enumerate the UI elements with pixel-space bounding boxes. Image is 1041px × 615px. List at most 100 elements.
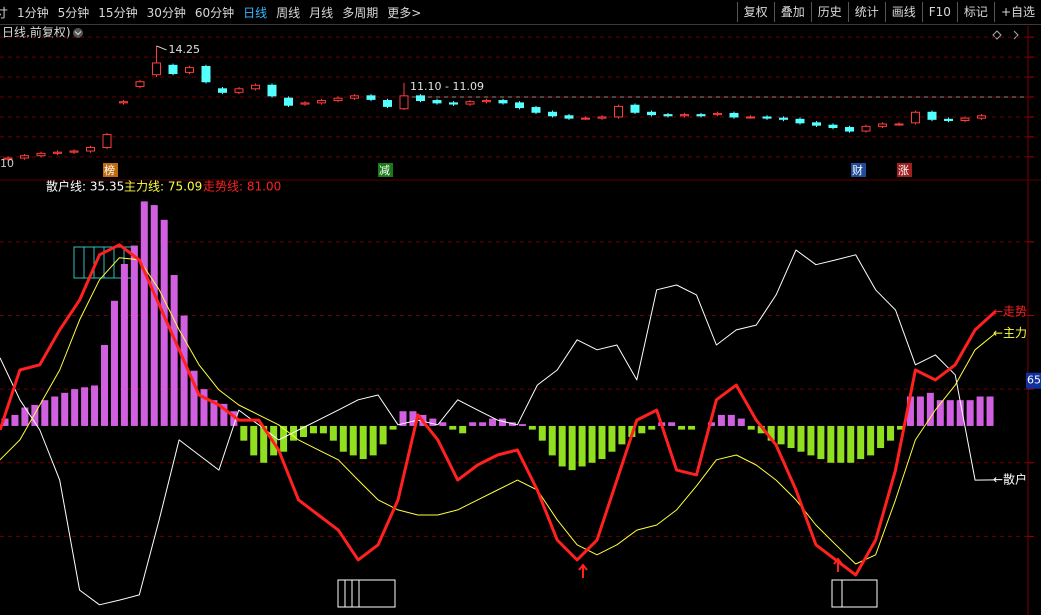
histogram-bar: [140, 201, 148, 426]
candle-body: [251, 84, 260, 90]
histogram-bar: [668, 422, 676, 426]
candle-body: [531, 107, 541, 113]
histogram-bar: [916, 396, 924, 426]
histogram-bar: [887, 425, 895, 441]
candle-body: [284, 97, 293, 106]
tool-button[interactable]: 画线: [884, 2, 922, 22]
candle-body: [713, 112, 722, 116]
histogram-bar: [230, 411, 238, 426]
histogram-bar: [867, 425, 875, 456]
candle-body: [218, 88, 227, 93]
range-label: 11.10 - 11.09: [410, 80, 484, 93]
histogram-bar: [877, 425, 885, 449]
histogram-bar: [21, 407, 29, 426]
tool-button[interactable]: +自选: [993, 2, 1041, 22]
period-tabs: 寸 1分钟 5分钟 15分钟 30分钟 60分钟 日线 周线 月线 多周期 更多>: [0, 4, 421, 21]
candle-body: [432, 100, 442, 104]
candle-body: [663, 114, 673, 117]
candle-body: [515, 102, 524, 109]
period-tab[interactable]: 5分钟: [57, 6, 90, 20]
histogram-bar: [528, 425, 536, 430]
indicator-line: [0, 249, 996, 606]
histogram-bar: [568, 425, 576, 471]
histogram-bar: [578, 425, 586, 467]
histogram-bar: [936, 400, 944, 426]
tool-button[interactable]: 历史: [810, 2, 848, 22]
histogram-bar: [459, 425, 467, 434]
candle-body: [69, 150, 79, 153]
buy-arrow: [578, 563, 588, 578]
histogram-bar: [638, 425, 646, 434]
tool-button[interactable]: 统计: [847, 2, 885, 22]
histogram-bar: [847, 425, 855, 463]
candle-body: [366, 95, 376, 100]
candle-body: [152, 62, 161, 76]
candle-body: [911, 111, 920, 124]
event-marker: 减: [379, 164, 390, 177]
histogram-bar: [807, 425, 815, 456]
histogram-bar: [41, 400, 49, 426]
histogram-bar: [469, 422, 477, 426]
histogram-bar: [727, 414, 735, 426]
histogram-bar: [857, 425, 865, 460]
period-tab[interactable]: 寸: [0, 6, 9, 20]
candle-body: [333, 97, 343, 102]
histogram-bar: [71, 389, 79, 426]
histogram-bar: [608, 425, 616, 452]
period-tab[interactable]: 1分钟: [17, 6, 49, 20]
candle-body: [779, 117, 788, 120]
period-tab[interactable]: 周线: [276, 6, 301, 20]
histogram-bar: [280, 425, 288, 452]
candle-body: [845, 127, 854, 132]
diamond-icon[interactable]: [992, 30, 1002, 40]
histogram-bar: [817, 425, 825, 460]
event-marker-bg: [897, 163, 912, 177]
candle-body: [350, 95, 359, 99]
histogram-bar: [906, 396, 914, 426]
event-marker-bg: [851, 163, 866, 177]
period-tab[interactable]: 30分钟: [146, 6, 186, 20]
period-tab[interactable]: 月线: [309, 6, 334, 20]
candle-body: [762, 116, 772, 119]
period-tab[interactable]: 日线: [243, 6, 268, 20]
histogram-bar: [329, 425, 337, 441]
tool-button[interactable]: F10: [921, 2, 957, 22]
tool-button[interactable]: 标记: [956, 2, 994, 22]
dropdown-icon[interactable]: [73, 28, 83, 38]
histogram-bar: [499, 418, 506, 426]
histogram-bar: [260, 425, 268, 463]
histogram-bar: [399, 411, 407, 426]
histogram-bar: [339, 425, 347, 452]
histogram-bar: [976, 396, 984, 426]
candle-body: [828, 124, 838, 129]
right-marker-bg: [1026, 372, 1041, 389]
candle-body: [581, 117, 590, 120]
toolbar: 寸 1分钟 5分钟 15分钟 30分钟 60分钟 日线 周线 月线 多周期 更多> 复权 叠加 历史 统计…: [0, 0, 1041, 25]
tool-button[interactable]: 叠加: [773, 2, 811, 22]
candle-body: [597, 116, 607, 119]
chevron-icon[interactable]: [1013, 30, 1019, 40]
period-tab[interactable]: 多周期: [342, 6, 379, 20]
histogram-bar: [379, 425, 387, 445]
histogram-bar: [91, 385, 99, 426]
histogram-bar: [1, 418, 9, 426]
event-marker-bg: [378, 163, 393, 177]
candle-body: [548, 111, 557, 117]
candle-body: [977, 115, 986, 119]
histogram-bar: [240, 425, 248, 441]
period-tab[interactable]: 15分钟: [98, 6, 138, 20]
histogram-bar: [150, 205, 158, 426]
period-tab[interactable]: 更多>: [387, 6, 422, 20]
candle-body: [317, 100, 326, 104]
date-label: 10: [0, 157, 14, 170]
histogram-bar: [777, 425, 785, 445]
histogram-bar: [369, 425, 377, 456]
tool-button[interactable]: 复权: [736, 2, 774, 22]
candle-body: [36, 152, 46, 157]
candle-body: [927, 111, 937, 120]
histogram-bar: [479, 422, 487, 426]
period-tab[interactable]: 60分钟: [194, 6, 235, 20]
candle-body: [102, 134, 112, 148]
